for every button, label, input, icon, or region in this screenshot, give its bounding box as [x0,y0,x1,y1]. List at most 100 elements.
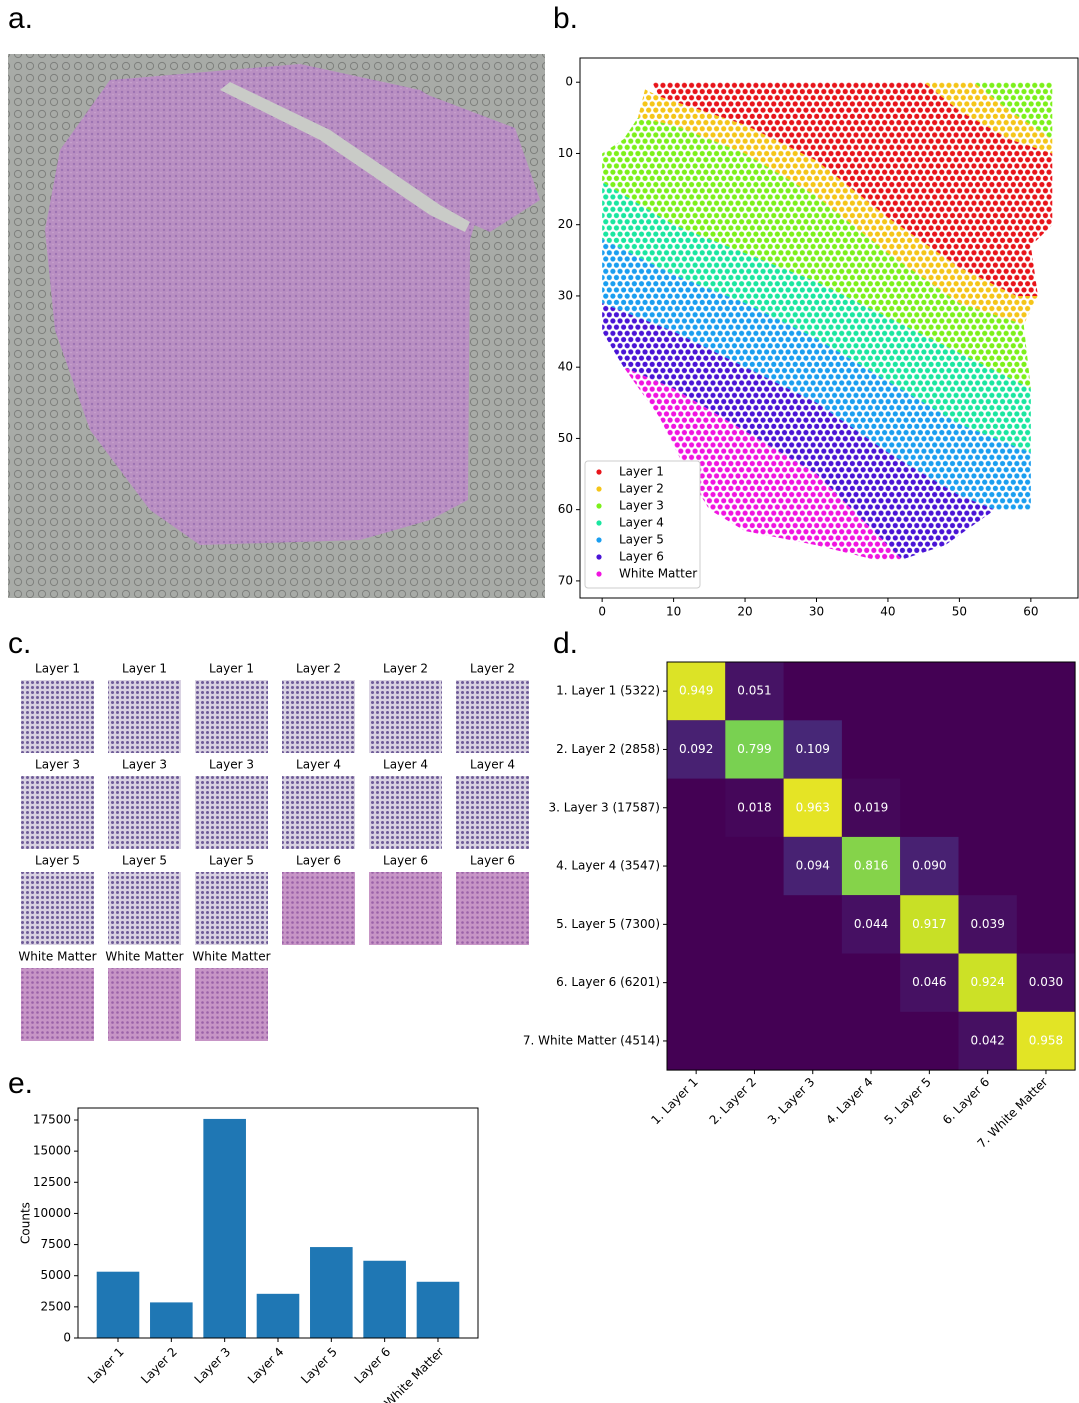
heatmap-cell [783,836,842,896]
heatmap-cell [958,953,1017,1012]
tile-image [282,872,355,945]
tile-caption: White Matter [105,950,183,964]
panel-label: a. [8,2,33,35]
tile-caption: Layer 4 [383,758,428,772]
cell-label: 0.949 [679,684,713,698]
tile-caption: Layer 3 [209,758,254,772]
tile-caption: Layer 4 [470,758,515,772]
histology-image [8,54,545,598]
y-tick-label: 60 [558,502,573,516]
heatmap-cell [958,895,1017,954]
plot-frame [579,57,1079,599]
tile-image [195,872,268,945]
heatmap-cell [783,778,842,837]
y-tick-label: 15000 [33,1144,71,1158]
x-tick-label: 20 [737,605,752,619]
cell-label: 0.958 [1029,1033,1063,1047]
column-label: 4. Layer 4 [823,1075,875,1127]
tile-caption: Layer 1 [122,662,167,676]
tile-image [282,680,355,753]
tile-caption: Layer 5 [209,854,254,868]
layer-region [602,181,1031,453]
y-tick-label: 7500 [40,1237,71,1251]
legend-marker [596,571,602,577]
cell-label: 0.046 [912,975,946,989]
tile-image [369,776,442,849]
row-label: 7. White Matter (4514) [523,1033,660,1047]
tile-image [456,776,529,849]
tile-caption: Layer 2 [296,662,341,676]
y-tick-label: 10 [558,146,573,160]
y-tick-label: 30 [558,288,573,302]
heatmap-cell [1016,1011,1076,1071]
tile-image [21,968,94,1041]
cell-label: 0.924 [970,975,1004,989]
panel-label: d. [553,627,578,660]
bar [150,1302,193,1338]
row-label: 2. Layer 2 (2858) [556,742,660,756]
heatmap-cell [900,836,959,896]
x-tick-label: Layer 5 [298,1345,340,1387]
tile-image [108,680,181,753]
tile-image [195,680,268,753]
tile-caption: Layer 5 [35,854,80,868]
plot-frame [77,1107,479,1339]
cell-label: 0.963 [796,800,830,814]
legend-label: Layer 3 [619,499,664,513]
row-label: 5. Layer 5 (7300) [556,917,660,931]
legend-label: White Matter [619,567,697,581]
cell-label: 0.094 [796,859,830,873]
legend-marker [596,537,602,543]
y-tick-label: 10000 [33,1206,71,1220]
cell-label: 0.109 [796,742,830,756]
heatmap-cell [900,895,959,954]
tile-image [21,680,94,753]
bar [310,1247,353,1338]
bar [203,1118,246,1338]
y-tick-label: 2500 [40,1299,71,1313]
column-label: 2. Layer 2 [707,1075,759,1127]
heatmap-cell [725,662,784,721]
x-tick-label: 40 [880,605,895,619]
cell-label: 0.039 [970,917,1004,931]
legend-marker [596,554,602,560]
bar [96,1271,140,1338]
cell-label: 0.018 [737,800,771,814]
legend-label: Layer 6 [619,550,664,564]
heatmap-cell [667,720,726,779]
y-tick-label: 0 [63,1331,71,1345]
layer-region [602,303,996,560]
heatmap-cell [1016,953,1076,1012]
tile-caption: Layer 3 [35,758,80,772]
heatmap-cell [667,662,726,721]
tile-image [108,968,181,1041]
y-axis-label: Counts [19,1202,33,1244]
x-tick-label: 10 [666,605,681,619]
tile-caption: Layer 6 [470,854,515,868]
panel-label: b. [553,2,578,35]
tile-image [108,776,181,849]
legend-label: Layer 5 [619,533,664,547]
cell-label: 0.799 [737,742,771,756]
y-tick-label: 40 [558,360,573,374]
panel-label: e. [8,1067,33,1100]
tile-image [369,872,442,945]
layer-region [637,82,1053,325]
tile-image [21,776,94,849]
legend-label: Layer 4 [619,516,664,530]
legend-box [584,460,701,589]
heatmap-cell [841,895,901,954]
panel-label: c. [8,627,31,660]
legend-marker [596,469,602,475]
heatmap-cell [958,1011,1017,1071]
cell-label: 0.044 [854,917,888,931]
tile-caption: White Matter [18,950,96,964]
tile-image [108,872,181,945]
cell-label: 0.816 [854,859,888,873]
bar [416,1281,460,1338]
cell-label: 0.090 [912,859,946,873]
bar [256,1293,300,1338]
tile-image [369,680,442,753]
tile-caption: Layer 4 [296,758,341,772]
